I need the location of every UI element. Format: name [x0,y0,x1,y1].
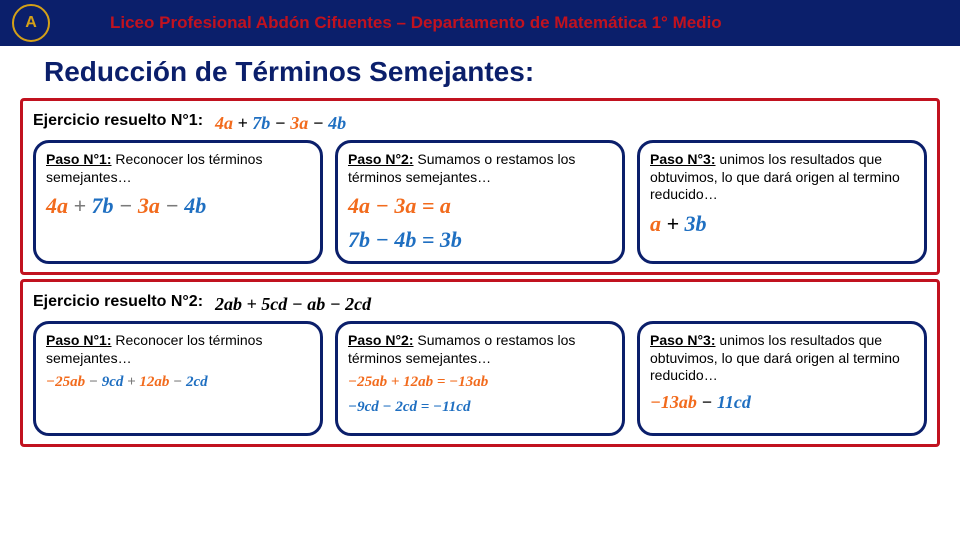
page-header: A Liceo Profesional Abdón Cifuentes – De… [0,0,960,46]
math-term: − [308,113,328,133]
school-logo: A [12,4,50,42]
ex2-step1-m1: −25ab − 9cd + 12ab − 2cd [46,373,310,392]
math-term: + [233,113,252,133]
math-term: + [68,193,92,218]
exercise-1-expr: 4a + 7b − 3a − 4b [215,113,346,134]
math-term: 7b [92,193,114,218]
math-term: 7b [252,113,270,133]
ex1-step2-m2: 7b − 4b = 3b [348,226,612,254]
ex2-step3-m1: −13ab − 11cd [650,391,914,414]
math-term: −9cd − 2cd = −11cd [348,399,470,415]
ex2-step2-head: Paso N°2: [348,332,414,348]
math-term: a [650,211,661,236]
math-term: −25ab [46,374,85,390]
math-term: 2ab [215,294,242,314]
math-term: 2cd [345,294,371,314]
ex2-step2: Paso N°2: Sumamos o restamos los término… [335,321,625,436]
exercise-1-label: Ejercicio resuelto N°1: [33,112,203,130]
math-term: 4b [184,193,206,218]
exercise-2-label: Ejercicio resuelto N°2: [33,293,203,311]
math-term: 11cd [717,392,751,412]
exercise-1-header: Ejercicio resuelto N°1: 4a + 7b − 3a − 4… [33,107,927,134]
ex1-step3: Paso N°3: unimos los resultados que obtu… [637,140,927,264]
ex1-step1: Paso N°1: Reconocer los términos semejan… [33,140,323,264]
ex1-step2-head: Paso N°2: [348,151,414,167]
logo-letter: A [25,14,37,32]
ex1-step2: Paso N°2: Sumamos o restamos los término… [335,140,625,264]
math-term: 9cd [102,374,124,390]
ex1-step2-m1: 4a − 3a = a [348,192,612,220]
math-term: 12ab [139,374,169,390]
math-term: 3b [685,211,707,236]
exercise-1-panel: Ejercicio resuelto N°1: 4a + 7b − 3a − 4… [20,98,940,275]
exercise-2-steps: Paso N°1: Reconocer los términos semejan… [33,321,927,436]
math-term: − [270,113,290,133]
math-term: + [661,211,685,236]
exercise-2-expr: 2ab + 5cd − ab − 2cd [215,294,371,315]
ex1-step3-m1: a + 3b [650,210,914,238]
ex2-step1-head: Paso N°1: [46,332,112,348]
math-term: 7b − 4b = 3b [348,227,462,252]
math-term: 4b [328,113,346,133]
ex2-step2-m1: −25ab + 12ab = −13ab [348,373,612,392]
math-term: 4a − 3a = a [348,193,451,218]
math-term: − [160,193,184,218]
ex2-step1: Paso N°1: Reconocer los términos semejan… [33,321,323,436]
math-term: 4a [46,193,68,218]
math-term: −13ab [650,392,697,412]
math-term: −25ab + 12ab = −13ab [348,374,488,390]
math-term: + [242,294,261,314]
math-term: 3a [290,113,308,133]
math-term: − [114,193,138,218]
ex1-step1-m1: 4a + 7b − 3a − 4b [46,192,310,220]
header-title: Liceo Profesional Abdón Cifuentes – Depa… [110,13,722,33]
math-term: + [123,374,139,390]
math-term: 5cd [261,294,287,314]
ex2-step3-head: Paso N°3: [650,332,716,348]
math-term: − [697,392,717,412]
ex2-step3: Paso N°3: unimos los resultados que obtu… [637,321,927,436]
math-term: − [287,294,307,314]
main-title: Reducción de Términos Semejantes: [0,46,960,94]
exercise-2-panel: Ejercicio resuelto N°2: 2ab + 5cd − ab −… [20,279,940,447]
ex2-step2-m2: −9cd − 2cd = −11cd [348,398,612,417]
math-term: 3a [138,193,160,218]
exercise-1-steps: Paso N°1: Reconocer los términos semejan… [33,140,927,264]
math-term: 4a [215,113,233,133]
ex1-step3-head: Paso N°3: [650,151,716,167]
math-term: − [169,374,186,390]
exercise-2-header: Ejercicio resuelto N°2: 2ab + 5cd − ab −… [33,288,927,315]
math-term: − [325,294,345,314]
ex1-step1-head: Paso N°1: [46,151,112,167]
math-term: ab [307,294,325,314]
math-term: − [85,374,102,390]
math-term: 2cd [186,374,208,390]
